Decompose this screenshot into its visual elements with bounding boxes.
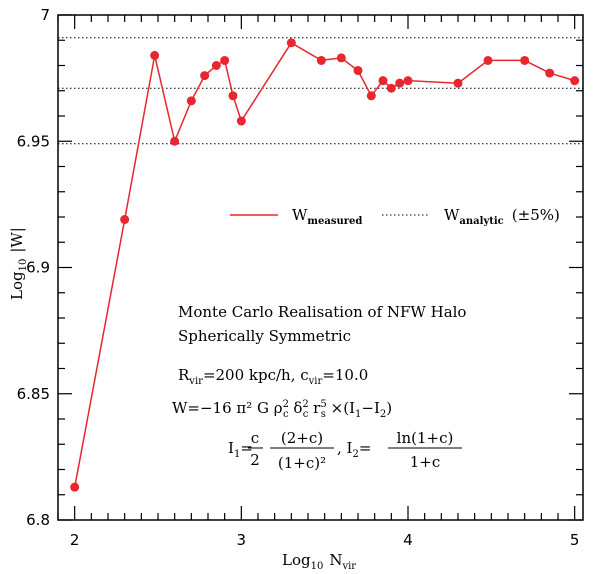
x-tick-label: 5: [570, 531, 580, 549]
series-layer: [70, 38, 580, 492]
svg-text:2: 2: [250, 451, 260, 469]
svg-text:(2+c): (2+c): [281, 429, 323, 447]
data-point: [570, 76, 580, 86]
data-point: [336, 53, 346, 63]
data-point: [150, 50, 160, 60]
data-point: [200, 71, 210, 81]
data-point: [228, 91, 238, 101]
data-point: [520, 55, 530, 65]
data-point: [186, 96, 196, 106]
svg-text:1+c: 1+c: [410, 453, 441, 471]
annotation-integrals: I1= c 2 (2+c) (1+c)² , I2= ln(1+c) 1+c: [228, 429, 462, 472]
data-point: [211, 61, 221, 70]
data-point: [220, 55, 230, 65]
data-point: [353, 66, 363, 76]
data-point: [236, 116, 246, 126]
reference-lines: [58, 37, 583, 145]
svg-text:(1+c)²: (1+c)²: [278, 454, 326, 472]
data-point: [286, 38, 296, 48]
data-point: [453, 78, 463, 88]
y-tick-label: 6.9: [26, 259, 50, 277]
legend: Wmeasured Wanalytic (±5%): [230, 206, 560, 227]
data-point: [395, 78, 405, 88]
annotation-block: Monte Carlo Realisation of NFW Halo Sphe…: [172, 303, 466, 472]
svg-text:I1=: I1=: [228, 439, 253, 460]
data-point: [120, 215, 130, 225]
annotation-rvir: Rvir=200 kpc/h, cvir=10.0: [178, 366, 368, 387]
legend-analytic-label: Wanalytic (±5%): [444, 206, 560, 227]
svg-text:ln(1+c): ln(1+c): [397, 429, 454, 447]
annotation-subtitle: Spherically Symmetric: [178, 327, 351, 345]
axis-ticks: [57, 14, 583, 521]
legend-measured-label: Wmeasured: [292, 206, 362, 227]
y-tick-label: 6.8: [26, 511, 50, 529]
y-tick-label: 7: [40, 6, 50, 24]
series-line-measured: [73, 41, 575, 488]
y-axis-title: Log10|W|: [8, 227, 29, 300]
data-point: [70, 482, 80, 492]
data-point: [378, 76, 388, 86]
data-point: [386, 83, 396, 93]
x-axis-title: Log10 Nvir: [282, 551, 356, 572]
data-point: [483, 55, 493, 65]
data-point: [545, 68, 555, 78]
y-tick-label: 6.85: [17, 385, 50, 403]
x-tick-label: 4: [403, 531, 413, 549]
data-point: [403, 76, 413, 86]
annotation-w-formula: W=−16 π² G ρ2 c δ2 c r5 s ×(I1−I2): [172, 399, 392, 420]
data-point: [366, 91, 376, 101]
x-tick-label: 3: [237, 531, 247, 549]
svg-text:c: c: [251, 429, 259, 447]
tick-labels: 2 3 4 5 6.8 6.85 6.9 6.95 7: [17, 6, 580, 549]
annotation-title: Monte Carlo Realisation of NFW Halo: [178, 303, 466, 321]
x-tick-label: 2: [70, 531, 80, 549]
data-point: [316, 55, 326, 65]
y-tick-label: 6.95: [17, 132, 50, 150]
svg-text:, I2=: , I2=: [337, 439, 371, 460]
data-point: [170, 136, 180, 146]
